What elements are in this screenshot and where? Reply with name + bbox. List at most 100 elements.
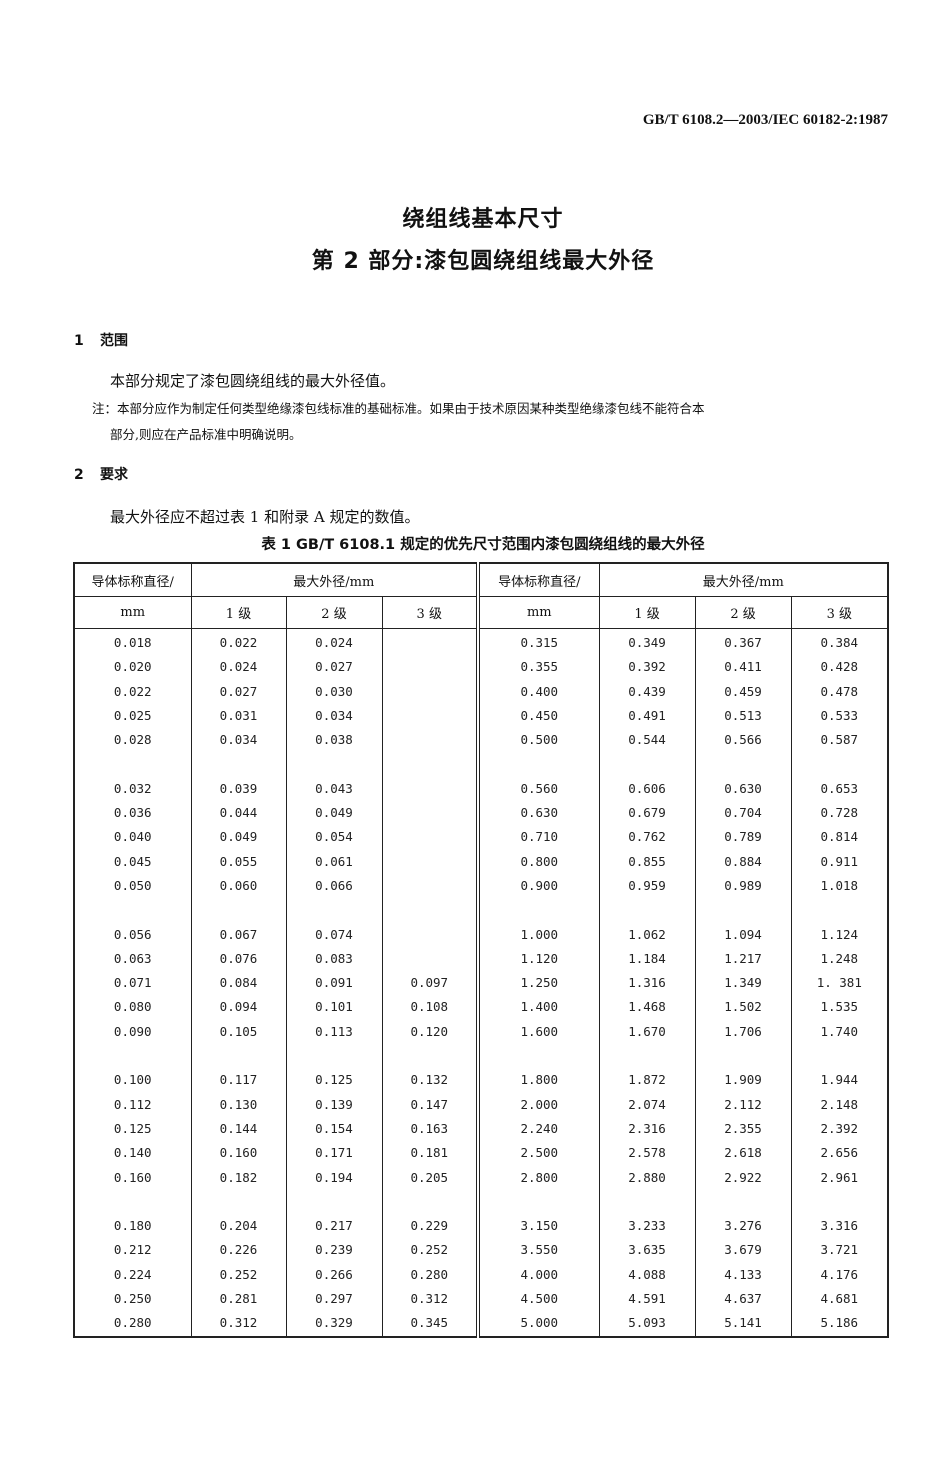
table-cell: 4.681 xyxy=(790,1287,889,1312)
table-cell: 0.034 xyxy=(285,703,383,729)
table-cell: 0.212 xyxy=(73,1238,192,1263)
table-cell: 5.186 xyxy=(790,1311,889,1337)
note-line-2: 部分,则应在产品标准中明确说明。 xyxy=(110,427,302,442)
table-cell: 1.250 xyxy=(476,971,600,996)
table-cell xyxy=(381,655,479,680)
table-cell: 1.740 xyxy=(790,1019,889,1045)
table-cell: 0.281 xyxy=(190,1287,287,1312)
table-cell: 0.067 xyxy=(190,922,287,947)
table-cell: 0.027 xyxy=(285,655,383,680)
table-cell: 0.154 xyxy=(285,1116,383,1142)
table-row: 0.080 0.094 0.101 0.108 1.400 1.468 1.502 1.535 xyxy=(73,995,889,1020)
table-cell: 3.150 xyxy=(476,1214,600,1239)
spacer-cell xyxy=(598,1044,696,1069)
header-diameter-right: 导体标称直径/ xyxy=(476,562,600,597)
header-max-od-right: 最大外径/mm xyxy=(598,562,889,597)
spacer-cell xyxy=(694,752,792,777)
table-cell: 0.125 xyxy=(73,1116,192,1142)
table-cell: 0.181 xyxy=(381,1141,479,1166)
table-row: 0.045 0.055 0.061 0.800 0.855 0.884 0.911 xyxy=(73,849,889,874)
table-cell: 0.266 xyxy=(285,1262,383,1288)
table-cell: 0.478 xyxy=(790,679,889,704)
table-cell: 0.814 xyxy=(790,825,889,850)
header-max-od-left: 最大外径/mm xyxy=(190,562,479,597)
table-cell: 2.656 xyxy=(790,1141,889,1166)
table-cell: 0.160 xyxy=(190,1141,287,1166)
table-cell: 0.066 xyxy=(285,873,383,899)
table-row: 0.022 0.027 0.030 0.400 0.439 0.459 0.478 xyxy=(73,679,889,704)
section-heading-scope: 1 范围 xyxy=(74,330,128,350)
table-cell: 0.040 xyxy=(73,825,192,850)
table-cell: 0.400 xyxy=(476,679,600,704)
table-cell: 1.316 xyxy=(598,971,696,996)
table-cell: 0.125 xyxy=(285,1068,383,1093)
table-cell: 3.316 xyxy=(790,1214,889,1239)
table-cell: 0.050 xyxy=(73,873,192,899)
spacer-cell xyxy=(790,898,889,923)
table-cell: 3.635 xyxy=(598,1238,696,1263)
table-cell: 0.182 xyxy=(190,1165,287,1190)
table-row: 0.112 0.130 0.139 0.147 2.000 2.074 2.112 2.148 xyxy=(73,1092,889,1117)
table-cell: 2.112 xyxy=(694,1092,792,1117)
table-cell: 0.083 xyxy=(285,946,383,972)
table-cell: 0.710 xyxy=(476,825,600,850)
table-cell: 3.550 xyxy=(476,1238,600,1263)
spacer-cell xyxy=(285,898,383,923)
table-body: 0.018 0.022 0.024 0.315 0.349 0.367 0.384 0.020… xyxy=(73,628,889,1337)
table-cell: 0.252 xyxy=(190,1262,287,1288)
table-row: 0.071 0.084 0.091 0.097 1.250 1.316 1.349 1. 38… xyxy=(73,971,889,996)
spacer-cell xyxy=(285,1044,383,1069)
table-cell: 0.140 xyxy=(73,1141,192,1166)
table-cell: 0.060 xyxy=(190,873,287,899)
table-cell: 5.000 xyxy=(476,1311,600,1337)
group-spacer-row xyxy=(73,752,889,777)
table-cell: 3.679 xyxy=(694,1238,792,1263)
spacer-cell xyxy=(381,1044,479,1069)
table-cell: 3.276 xyxy=(694,1214,792,1239)
table-cell: 0.030 xyxy=(285,679,383,704)
table-cell: 0.560 xyxy=(476,776,600,802)
header-unit-left: mm xyxy=(73,596,192,629)
table-cell: 3.721 xyxy=(790,1238,889,1263)
table-cell: 0.229 xyxy=(381,1214,479,1239)
table-cell: 2.392 xyxy=(790,1116,889,1142)
table-cell: 0.566 xyxy=(694,728,792,753)
spacer-cell xyxy=(73,1044,192,1069)
spacer-cell xyxy=(476,1044,600,1069)
table-row: 0.025 0.031 0.034 0.450 0.491 0.513 0.533 xyxy=(73,703,889,729)
table-cell: 0.039 xyxy=(190,776,287,802)
table-cell: 0.120 xyxy=(381,1019,479,1045)
spacer-cell xyxy=(285,1189,383,1215)
table-cell xyxy=(381,825,479,850)
table-cell: 2.000 xyxy=(476,1092,600,1117)
table-cell: 2.800 xyxy=(476,1165,600,1190)
spacer-cell xyxy=(598,1189,696,1215)
section-heading-requirements: 2 要求 xyxy=(74,464,128,484)
spacer-cell xyxy=(381,752,479,777)
table-cell: 0.160 xyxy=(73,1165,192,1190)
table-cell: 0.884 xyxy=(694,849,792,874)
spacer-cell xyxy=(190,898,287,923)
table-cell: 0.105 xyxy=(190,1019,287,1045)
table-cell: 0.108 xyxy=(381,995,479,1020)
spacer-cell xyxy=(694,1044,792,1069)
table-cell: 0.900 xyxy=(476,873,600,899)
table-cell: 0.762 xyxy=(598,825,696,850)
table-cell: 1.000 xyxy=(476,922,600,947)
table-cell: 2.922 xyxy=(694,1165,792,1190)
table-cell xyxy=(381,922,479,947)
table-cell: 0.217 xyxy=(285,1214,383,1239)
table-cell xyxy=(381,628,479,656)
table-cell: 4.176 xyxy=(790,1262,889,1288)
table-cell: 0.094 xyxy=(190,995,287,1020)
spacer-cell xyxy=(476,1189,600,1215)
table-cell: 0.315 xyxy=(476,628,600,656)
table-cell: 0.139 xyxy=(285,1092,383,1117)
table-cell: 0.544 xyxy=(598,728,696,753)
table-cell: 1.120 xyxy=(476,946,600,972)
table-cell: 0.312 xyxy=(381,1287,479,1312)
table-cell: 0.491 xyxy=(598,703,696,729)
table-cell: 0.032 xyxy=(73,776,192,802)
table-cell: 0.450 xyxy=(476,703,600,729)
table-cell: 0.250 xyxy=(73,1287,192,1312)
